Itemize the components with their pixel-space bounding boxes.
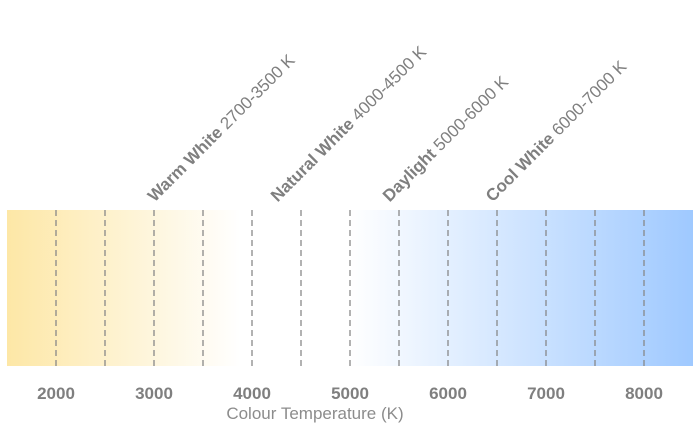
range-value: 6000-7000 K (544, 57, 631, 143)
range-value: 4000-4500 K (343, 42, 430, 128)
tick-label-7000: 7000 (527, 384, 565, 403)
axis-title: Colour Temperature (K) (226, 404, 404, 423)
range-name: Natural White (266, 114, 358, 206)
tick-label-6000: 6000 (429, 384, 467, 403)
range-name: Cool White (482, 129, 559, 206)
tick-label-5000: 5000 (331, 384, 369, 403)
range-name: Warm White (144, 122, 227, 206)
tick-label-4000: 4000 (233, 384, 271, 403)
range-value: 2700-3500 K (213, 50, 299, 137)
range-value: 5000-6000 K (426, 72, 513, 159)
range-name: Daylight (379, 144, 441, 206)
temperature-gradient-bar (7, 210, 693, 366)
dashed-gridlines (55, 210, 645, 366)
tick-label-3000: 3000 (135, 384, 173, 403)
tick-label-8000: 8000 (625, 384, 663, 403)
tick-label-2000: 2000 (37, 384, 75, 403)
